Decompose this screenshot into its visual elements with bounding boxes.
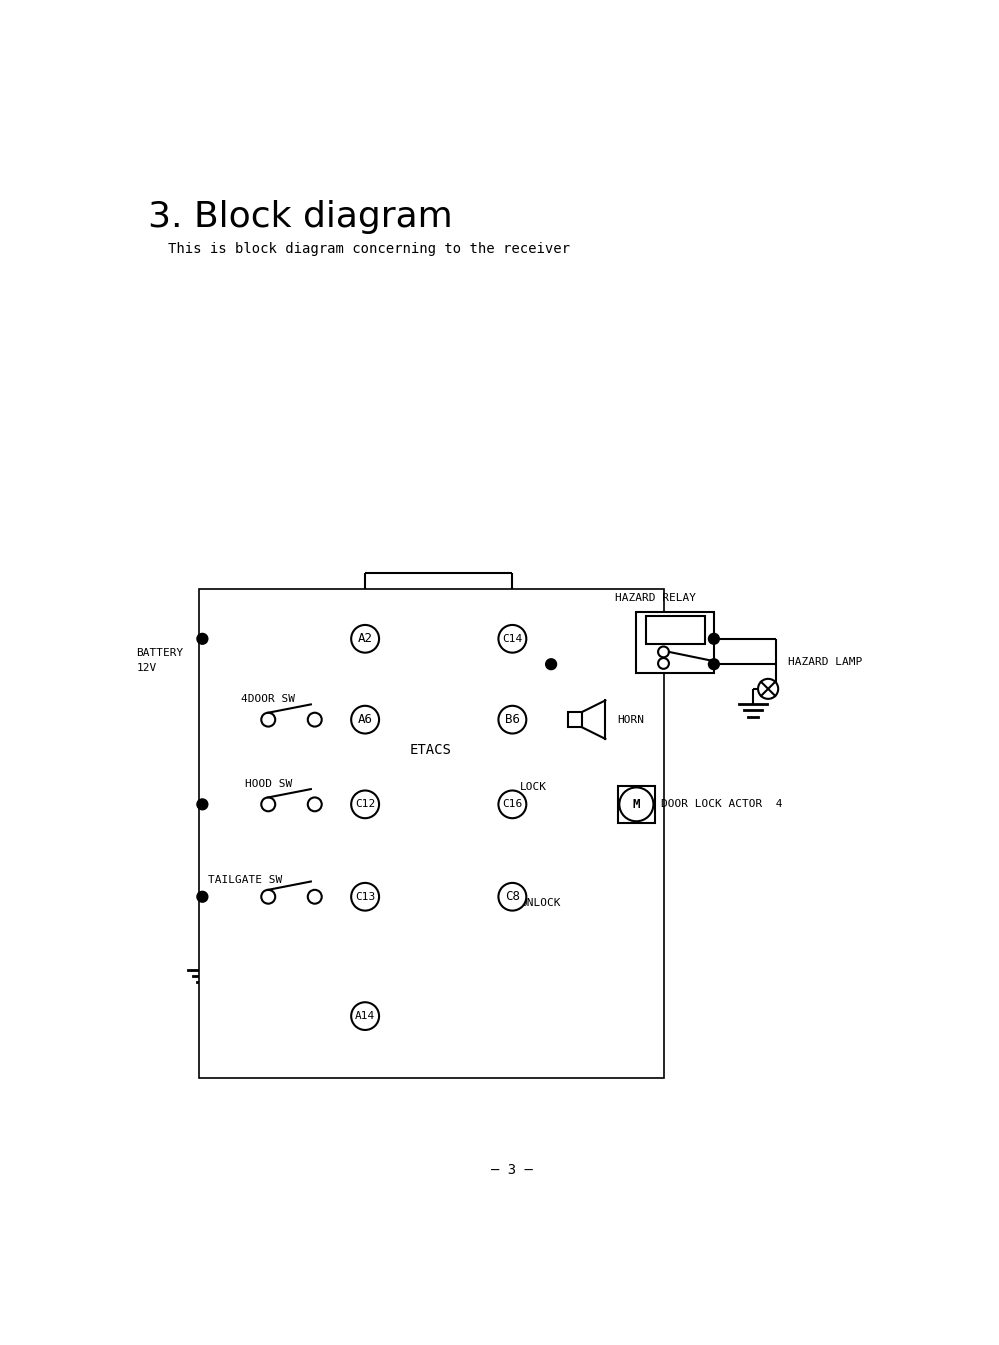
Text: BATTERY: BATTERY (137, 648, 184, 658)
Circle shape (352, 882, 379, 911)
Text: UNLOCK: UNLOCK (520, 898, 560, 908)
Text: C8: C8 (504, 890, 519, 904)
Circle shape (262, 798, 276, 811)
Circle shape (499, 625, 526, 652)
Circle shape (545, 659, 556, 670)
Circle shape (352, 625, 379, 652)
Text: C12: C12 (355, 799, 376, 810)
Text: A2: A2 (358, 632, 373, 646)
Circle shape (658, 647, 669, 658)
Text: This is block diagram concerning to the receiver: This is block diagram concerning to the … (168, 242, 569, 257)
Bar (636, 612, 714, 674)
Text: B6: B6 (504, 713, 519, 726)
Circle shape (708, 633, 719, 644)
Text: TAILGATE SW: TAILGATE SW (208, 876, 282, 885)
Circle shape (499, 882, 526, 911)
Text: C14: C14 (502, 633, 522, 644)
Circle shape (708, 659, 719, 670)
Text: HAZARD LAMP: HAZARD LAMP (787, 656, 862, 667)
Bar (568, 712, 582, 728)
Text: C13: C13 (355, 892, 376, 901)
Bar (645, 616, 704, 644)
Text: A6: A6 (358, 713, 373, 726)
Text: A14: A14 (355, 1011, 376, 1021)
Circle shape (197, 799, 208, 810)
Circle shape (658, 658, 669, 668)
Text: HAZARD RELAY: HAZARD RELAY (615, 593, 696, 603)
Circle shape (352, 1002, 379, 1030)
Text: HORN: HORN (617, 714, 644, 725)
Circle shape (197, 633, 208, 644)
Text: C16: C16 (502, 799, 522, 810)
Text: – 3 –: – 3 – (491, 1163, 532, 1177)
Text: HOOD SW: HOOD SW (245, 779, 292, 790)
Circle shape (352, 791, 379, 818)
Text: 3. Block diagram: 3. Block diagram (148, 200, 453, 234)
Circle shape (308, 798, 322, 811)
Circle shape (308, 713, 322, 726)
Circle shape (352, 706, 379, 733)
Text: 4DOOR SW: 4DOOR SW (241, 694, 296, 705)
Circle shape (308, 890, 322, 904)
Bar (617, 785, 655, 823)
Text: 12V: 12V (137, 663, 157, 674)
Text: ETACS: ETACS (410, 744, 452, 757)
Circle shape (262, 890, 276, 904)
Bar (199, 589, 663, 1077)
Text: LOCK: LOCK (520, 781, 547, 792)
Circle shape (499, 706, 526, 733)
Circle shape (197, 892, 208, 902)
Circle shape (499, 791, 526, 818)
Text: DOOR LOCK ACTOR  4: DOOR LOCK ACTOR 4 (661, 799, 782, 810)
Circle shape (619, 787, 653, 822)
Circle shape (758, 679, 778, 699)
Text: M: M (632, 798, 640, 811)
Circle shape (262, 713, 276, 726)
